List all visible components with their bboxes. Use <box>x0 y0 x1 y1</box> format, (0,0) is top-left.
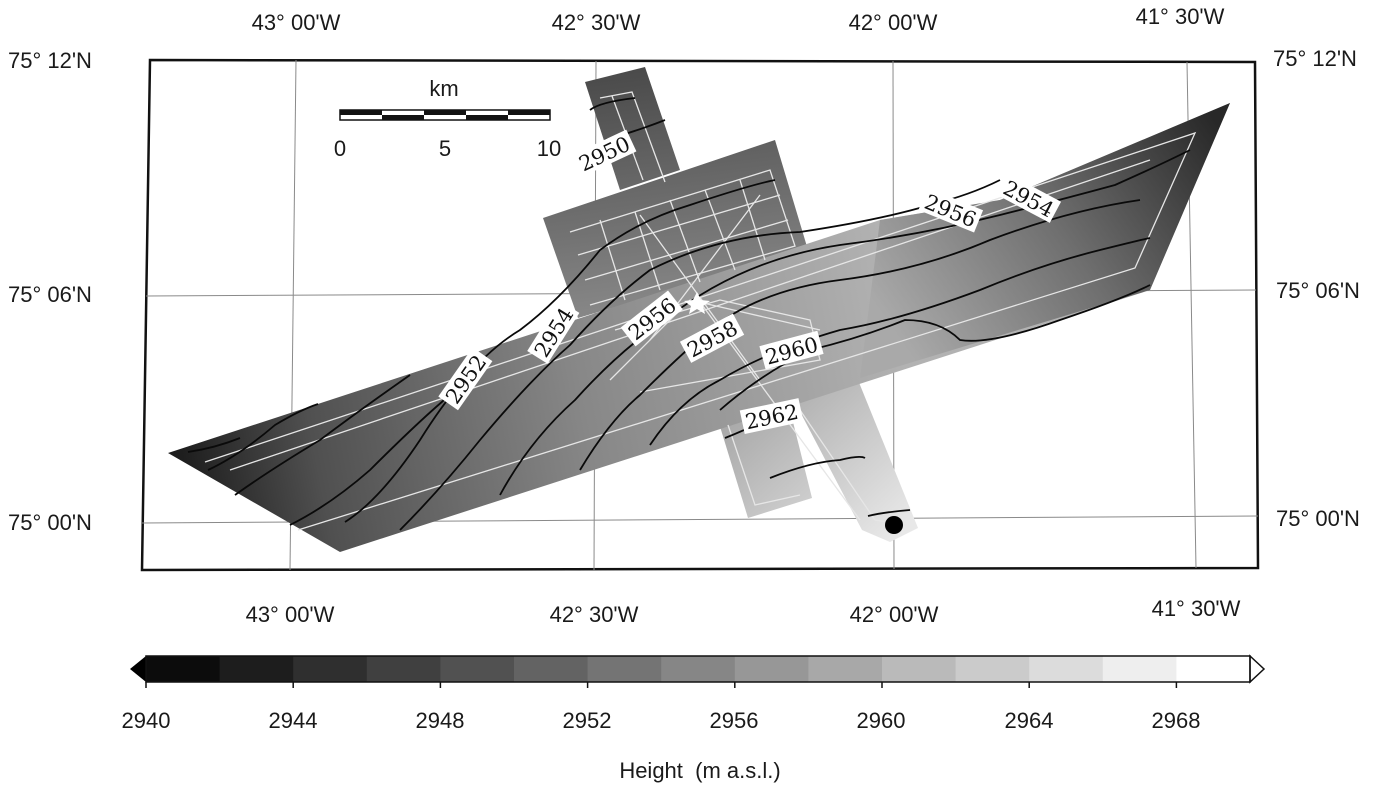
colorbar-swatch <box>955 656 1030 682</box>
colorbar-swatch <box>440 656 515 682</box>
colorbar-swatch <box>219 656 294 682</box>
lon-label-top: 42° 00'W <box>849 10 938 35</box>
colorbar-tick-labels: 2940 2944 2948 2952 2956 2960 2964 2968 <box>122 708 1201 733</box>
lat-labels-right: 75° 12'N 75° 06'N 75° 00'N <box>1273 46 1360 531</box>
colorbar-tick: 2968 <box>1152 708 1201 733</box>
colorbar-swatch <box>734 656 809 682</box>
colorbar-tick: 2960 <box>857 708 906 733</box>
colorbar-swatch <box>366 656 441 682</box>
colorbar-swatch <box>514 656 589 682</box>
colorbar-high-arrow-icon <box>1249 654 1266 684</box>
lon-label-top: 42° 30'W <box>552 10 641 35</box>
lon-labels-bottom: 43° 00'W 42° 30'W 42° 00'W 41° 30'W <box>246 596 1241 627</box>
lon-label-bottom: 43° 00'W <box>246 602 335 627</box>
colorbar-tick: 2940 <box>122 708 171 733</box>
scale-bar: km 0 5 10 <box>334 76 561 161</box>
colorbar-swatch <box>587 656 662 682</box>
colorbar-swatch <box>661 656 736 682</box>
lat-label-right: 75° 00'N <box>1276 506 1360 531</box>
colorbar-tick: 2948 <box>416 708 465 733</box>
colorbar-swatch <box>1102 656 1177 682</box>
lat-label-left: 75° 12'N <box>8 48 92 73</box>
lon-label-top: 43° 00'W <box>252 10 341 35</box>
scale-tick-0: 0 <box>334 136 346 161</box>
scale-tick-5: 5 <box>439 136 451 161</box>
drill-site-marker <box>885 516 903 534</box>
colorbar-swatch <box>1176 656 1251 682</box>
summit-star-icon <box>684 292 710 314</box>
scale-unit-label: km <box>429 76 458 101</box>
colorbar <box>130 654 1266 688</box>
lon-label-top: 41° 30'W <box>1136 4 1225 29</box>
lon-labels-top: 43° 00'W 42° 30'W 42° 00'W 41° 30'W <box>252 4 1225 35</box>
lon-label-bottom: 41° 30'W <box>1152 596 1241 621</box>
colorbar-tick: 2952 <box>563 708 612 733</box>
lat-labels-left: 75° 12'N 75° 06'N 75° 00'N <box>8 48 92 535</box>
lat-label-right: 75° 12'N <box>1273 46 1357 71</box>
colorbar-title: Height (m a.s.l.) <box>619 758 780 783</box>
lat-label-right: 75° 06'N <box>1276 278 1360 303</box>
lat-label-left: 75° 06'N <box>8 282 92 307</box>
colorbar-swatch <box>146 656 221 682</box>
colorbar-swatch <box>808 656 883 682</box>
survey-tracks <box>204 91 1197 531</box>
colorbar-tick: 2944 <box>269 708 318 733</box>
lon-label-bottom: 42° 30'W <box>550 602 639 627</box>
colorbar-tick: 2956 <box>710 708 759 733</box>
colorbar-swatch <box>293 656 368 682</box>
colorbar-low-arrow-icon <box>130 656 146 682</box>
colorbar-swatch <box>882 656 957 682</box>
colorbar-tick: 2964 <box>1005 708 1054 733</box>
colorbar-frame <box>145 655 1251 683</box>
scale-tick-10: 10 <box>537 136 561 161</box>
colorbar-swatch <box>1029 656 1104 682</box>
lat-label-left: 75° 00'N <box>8 510 92 535</box>
lon-label-bottom: 42° 00'W <box>850 602 939 627</box>
